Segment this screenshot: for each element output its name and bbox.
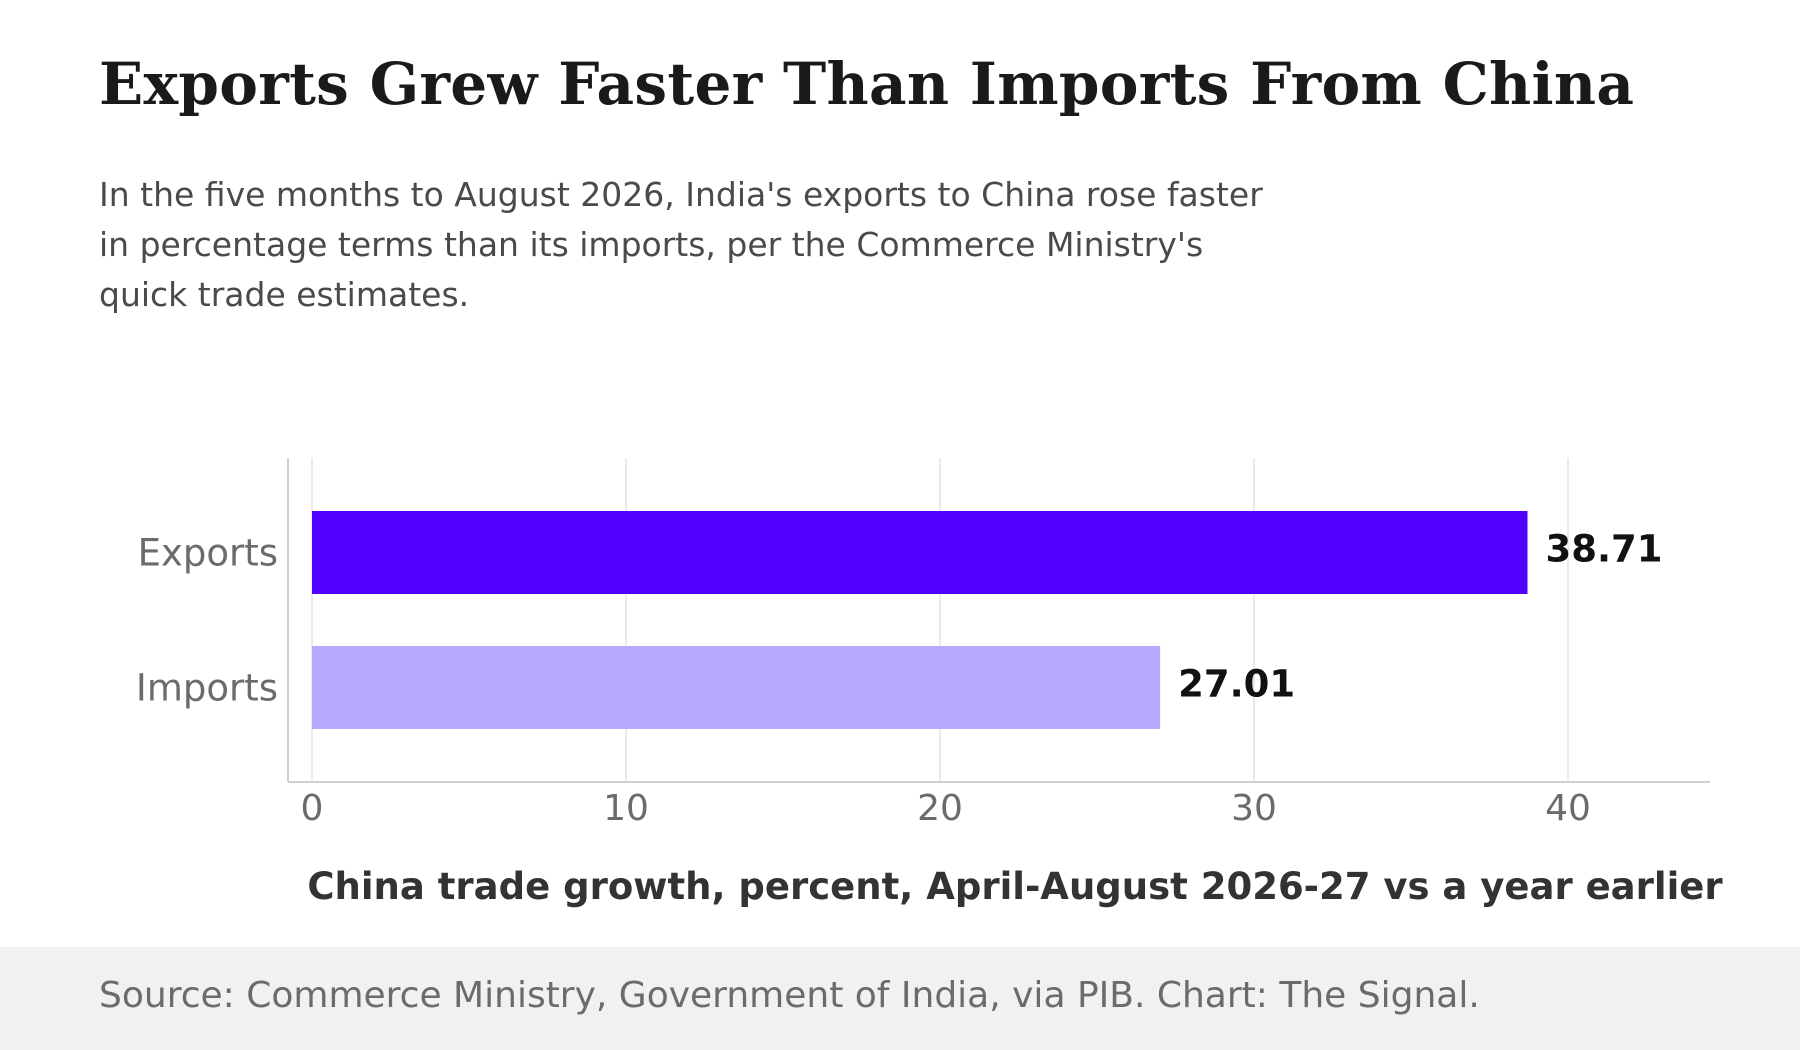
source-note: Source: Commerce Ministry, Government of…: [99, 975, 1480, 1016]
gridlines: [311, 458, 1569, 782]
x-tick-label-30: 30: [1231, 788, 1277, 829]
bar-imports: [312, 646, 1161, 729]
x-tick-label-10: 10: [603, 788, 649, 829]
data-label-exports: 38.71: [1545, 528, 1662, 571]
x-axis-title: China trade growth, percent, April-Augus…: [307, 865, 1723, 908]
footer: Source: Commerce Ministry, Government of…: [0, 947, 1800, 1050]
chart-title: Exports Grew Faster Than Imports From Ch…: [99, 50, 1635, 118]
x-tick-labels: 0 10 20 30 40: [301, 788, 1591, 829]
y-category-label-exports: Exports: [138, 532, 278, 575]
data-label-imports: 27.01: [1178, 663, 1295, 706]
x-tick-label-40: 40: [1545, 788, 1591, 829]
chart-subtitle: In the five months to August 2026, India…: [99, 175, 1263, 314]
bar-exports: [312, 511, 1528, 594]
y-category-label-imports: Imports: [136, 667, 278, 710]
bars: Exports 38.71 Imports 27.01: [136, 511, 1663, 729]
x-tick-label-20: 20: [917, 788, 963, 829]
bar-chart: Exports 38.71 Imports 27.01 0 10 20 30 40 China…: [136, 458, 1723, 908]
x-tick-label-0: 0: [301, 788, 324, 829]
